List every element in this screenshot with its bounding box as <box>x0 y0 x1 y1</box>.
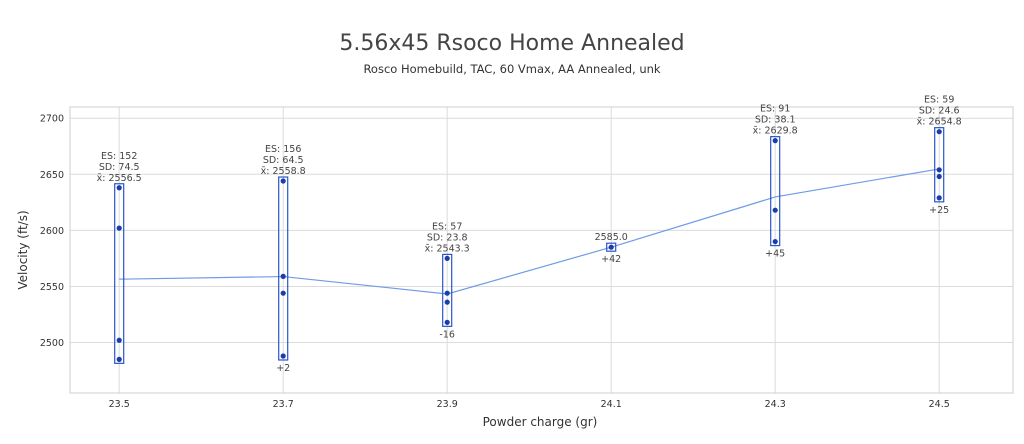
stat-label: x̄: 2558.8 <box>261 166 306 177</box>
x-tick-label: 23.7 <box>273 399 294 410</box>
stat-label: SD: 64.5 <box>263 155 304 166</box>
stat-label: x̄: 2543.3 <box>425 243 470 254</box>
shot-point <box>772 207 778 213</box>
shot-point <box>936 195 942 201</box>
shot-point <box>936 167 942 173</box>
x-axis-label: Powder charge (gr) <box>483 415 598 429</box>
stat-label: 2585.0 <box>595 232 628 243</box>
shot-point <box>116 356 122 362</box>
delta-label: +42 <box>601 254 621 265</box>
spread-box <box>770 136 781 247</box>
y-tick-label: 2650 <box>40 170 64 181</box>
shot-group: 2585.0 +42 <box>595 232 628 265</box>
delta-label: +45 <box>765 249 785 260</box>
stat-label: ES: 59 <box>924 95 954 106</box>
stat-label: SD: 24.6 <box>919 106 960 117</box>
y-tick-label: 2700 <box>40 114 64 125</box>
shot-point <box>444 299 450 305</box>
shot-point <box>772 138 778 144</box>
stat-label: ES: 156 <box>265 144 301 155</box>
x-tick-label: 24.5 <box>929 399 950 410</box>
spread-box <box>278 176 289 361</box>
chart-subtitle: Rosco Homebuild, TAC, 60 Vmax, AA Anneal… <box>363 62 660 76</box>
axis-ticks: 23.5 23.7 23.9 24.1 24.3 24.5 2500 2550 2600 2650… <box>40 114 950 410</box>
shot-point <box>936 173 942 180</box>
shot-point <box>280 178 286 184</box>
spread-box <box>442 253 453 327</box>
shot-point <box>608 244 614 250</box>
stat-label: SD: 23.8 <box>427 232 468 243</box>
stat-label: ES: 152 <box>101 151 137 162</box>
delta-label: +25 <box>929 205 949 216</box>
plot-area <box>69 106 1014 394</box>
stat-label: x̄: 2654.8 <box>917 117 962 128</box>
shot-point <box>936 129 942 135</box>
x-tick-label: 23.9 <box>437 399 458 410</box>
y-tick-label: 2500 <box>40 338 64 349</box>
y-tick-label: 2600 <box>40 226 64 237</box>
shot-point <box>444 319 450 325</box>
y-axis-label: Velocity (ft/s) <box>16 210 30 289</box>
stat-label: ES: 57 <box>432 221 462 232</box>
shot-point <box>280 353 286 359</box>
shot-point <box>280 273 286 279</box>
shot-point <box>116 225 122 231</box>
shot-point <box>772 238 778 245</box>
shot-point <box>116 185 122 191</box>
spread-box <box>114 183 125 364</box>
x-tick-label: 24.3 <box>765 399 786 410</box>
shot-point <box>444 290 450 296</box>
x-tick-label: 23.5 <box>109 399 130 410</box>
stat-label: ES: 91 <box>760 104 790 115</box>
stat-label: x̄: 2629.8 <box>753 126 798 137</box>
shot-point <box>116 337 122 343</box>
shot-point <box>280 290 286 296</box>
stat-label: SD: 38.1 <box>755 115 796 126</box>
stat-label: SD: 74.5 <box>99 162 140 173</box>
x-tick-label: 24.1 <box>601 399 622 410</box>
delta-label: -16 <box>439 329 455 340</box>
spread-box <box>606 242 617 252</box>
mean-line <box>119 168 940 295</box>
y-tick-label: 2550 <box>40 282 64 293</box>
stat-label: x̄: 2556.5 <box>97 173 142 184</box>
spread-box <box>934 127 945 203</box>
shot-point <box>444 255 450 262</box>
delta-label: +2 <box>276 363 290 374</box>
chart-title: 5.56x45 Rsoco Home Annealed <box>339 31 684 56</box>
grid <box>70 107 1013 393</box>
